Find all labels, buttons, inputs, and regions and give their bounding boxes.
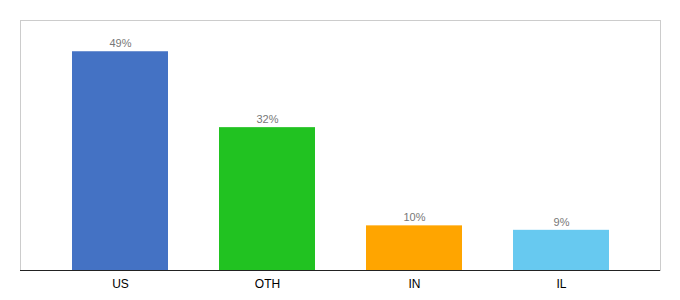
svg-text:32%: 32%	[256, 113, 278, 125]
svg-text:US: US	[112, 277, 129, 291]
svg-text:IN: IN	[409, 277, 421, 291]
svg-text:49%: 49%	[109, 37, 131, 49]
svg-text:10%: 10%	[403, 211, 425, 223]
svg-text:IL: IL	[556, 277, 566, 291]
svg-text:OTH: OTH	[255, 277, 280, 291]
svg-text:9%: 9%	[554, 216, 570, 228]
